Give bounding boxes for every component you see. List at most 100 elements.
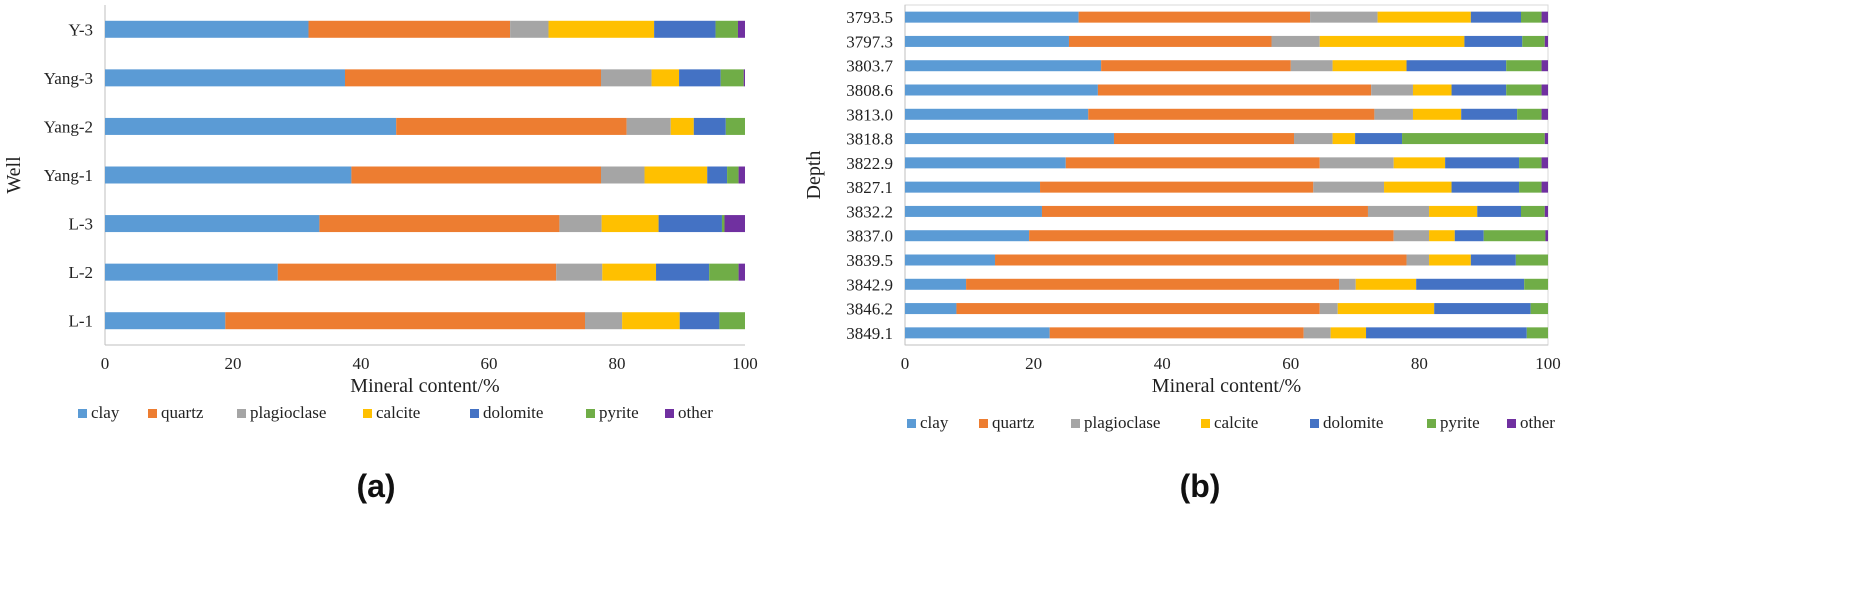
bar-segment-clay <box>905 181 1041 193</box>
bar-segment-quartz <box>1088 108 1375 120</box>
bar-segment-clay <box>905 327 1050 339</box>
legend-swatch-calcite <box>1201 419 1210 428</box>
category-label: 3813.0 <box>846 105 893 124</box>
bar-segment-dolomite <box>658 215 722 233</box>
legend-label-dolomite: dolomite <box>483 403 543 422</box>
bar-segment-plagioclase <box>559 215 602 233</box>
bar-segment-calcite <box>1384 181 1452 193</box>
bar-segment-clay <box>105 117 397 135</box>
bar-segment-plagioclase <box>1319 303 1338 315</box>
bar-segment-plagioclase <box>585 312 623 330</box>
bar-segment-plagioclase <box>1319 157 1394 169</box>
legend-label-plagioclase: plagioclase <box>1084 413 1160 432</box>
bar-segment-other <box>1541 11 1548 23</box>
category-label: 3846.2 <box>846 300 893 319</box>
x-tick-label: 60 <box>481 354 498 373</box>
bar-segment-calcite <box>1412 84 1452 96</box>
panel-a-chart: 0 20 40 60 80 100 Y-3 Yang-3 Yang-2 Yang-1 L-3 L-2 L… <box>3 5 758 504</box>
x-tick-label: 20 <box>225 354 242 373</box>
bar-segment-calcite <box>670 117 694 135</box>
bar-segment-pyrite <box>1517 108 1542 120</box>
bar-segment-plagioclase <box>626 117 671 135</box>
legend-swatch-other <box>1507 419 1516 428</box>
bar-segment-dolomite <box>1366 327 1527 339</box>
bar-segment-clay <box>905 205 1042 217</box>
x-tick-label: 0 <box>101 354 110 373</box>
bar-segment-quartz <box>1078 11 1311 23</box>
bar-segment-pyrite <box>715 20 738 38</box>
bar-segment-dolomite <box>1355 133 1403 145</box>
x-tick-label: 80 <box>1411 354 1428 373</box>
bar-segment-other <box>1541 181 1548 193</box>
legend-swatch-pyrite <box>586 409 595 418</box>
bar-segment-plagioclase <box>1271 35 1320 47</box>
legend-label-pyrite: pyrite <box>1440 413 1480 432</box>
bar-segment-dolomite <box>656 263 710 281</box>
category-label: 3832.2 <box>846 202 893 221</box>
legend-label-quartz: quartz <box>161 403 204 422</box>
bar-segment-plagioclase <box>1374 108 1413 120</box>
legend-label-plagioclase: plagioclase <box>250 403 326 422</box>
category-label: 3837.0 <box>846 227 893 246</box>
bar-segment-quartz <box>308 20 511 38</box>
bar-segment-plagioclase <box>1367 205 1430 217</box>
bar-segment-dolomite <box>1470 254 1516 266</box>
bar-segment-plagioclase <box>601 69 652 87</box>
bar-segment-calcite <box>1429 254 1471 266</box>
bar-segment-calcite <box>548 20 655 38</box>
bar-segment-dolomite <box>1464 35 1523 47</box>
bar-segment-plagioclase <box>1313 181 1385 193</box>
bar-segment-plagioclase <box>601 166 645 184</box>
bar-segment-clay <box>105 215 320 233</box>
legend-swatch-other <box>665 409 674 418</box>
category-label: 3822.9 <box>846 154 893 173</box>
bar-segment-clay <box>105 69 345 87</box>
legend-swatch-plagioclase <box>237 409 246 418</box>
bar-segment-clay <box>905 230 1030 242</box>
bar-segment-calcite <box>1355 278 1417 290</box>
bar-segment-quartz <box>225 312 585 330</box>
x-axis-title: Mineral content/% <box>350 375 499 397</box>
legend-label-pyrite: pyrite <box>599 403 639 422</box>
category-label: L-2 <box>68 263 93 282</box>
bar-segment-calcite <box>1332 133 1356 145</box>
bar-segment-pyrite <box>721 215 725 233</box>
bar-segment-dolomite <box>1454 230 1484 242</box>
bar-segment-plagioclase <box>1310 11 1378 23</box>
bar-segment-plagioclase <box>1294 133 1333 145</box>
bar-segment-clay <box>905 254 996 266</box>
bar-segment-pyrite <box>1506 84 1542 96</box>
bar-segment-dolomite <box>1416 278 1525 290</box>
y-axis-title: Well <box>3 156 25 194</box>
bar-segment-dolomite <box>1451 84 1507 96</box>
category-label: 3797.3 <box>846 32 893 51</box>
panel-label: (a) <box>356 468 395 504</box>
legend-label-dolomite: dolomite <box>1323 413 1383 432</box>
bar-segment-other <box>1541 108 1548 120</box>
bar-segment-calcite <box>1330 327 1367 339</box>
bar-segment-dolomite <box>1470 11 1521 23</box>
bar-segment-calcite <box>1412 108 1462 120</box>
legend-label-other: other <box>1520 413 1555 432</box>
bar-segment-calcite <box>1429 205 1478 217</box>
bar-segment-quartz <box>1068 35 1272 47</box>
legend-label-quartz: quartz <box>992 413 1035 432</box>
bar-segment-pyrite <box>1483 230 1546 242</box>
bar-segment-calcite <box>644 166 708 184</box>
category-label: 3842.9 <box>846 275 893 294</box>
bar-segment-quartz <box>1101 60 1291 72</box>
bar-segment-quartz <box>1041 205 1368 217</box>
category-label: 3808.6 <box>846 81 893 100</box>
bar-segment-quartz <box>966 278 1340 290</box>
bar-segment-dolomite <box>1477 205 1521 217</box>
category-label: Yang-3 <box>44 69 93 88</box>
category-label: 3803.7 <box>846 57 893 76</box>
bar-segment-pyrite <box>1515 254 1548 266</box>
x-tick-label: 20 <box>1025 354 1042 373</box>
bar-segment-plagioclase <box>1393 230 1430 242</box>
legend-label-clay: clay <box>920 413 949 432</box>
bar-segment-other <box>1544 205 1548 217</box>
bar-segment-calcite <box>1393 157 1446 169</box>
bar-segment-clay <box>905 84 1098 96</box>
bar-segment-calcite <box>1377 11 1471 23</box>
